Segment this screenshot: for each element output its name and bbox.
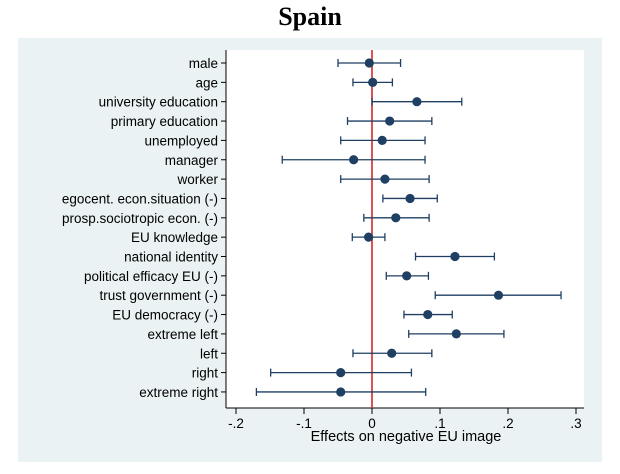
y-category-label: worker — [176, 172, 218, 187]
point-estimate — [402, 271, 412, 281]
x-tick-label: 0 — [368, 416, 376, 431]
point-estimate — [493, 290, 504, 300]
x-tick-label: .3 — [570, 416, 581, 431]
point-estimate — [423, 309, 433, 320]
y-category-label: age — [195, 75, 218, 90]
point-estimate — [391, 213, 401, 223]
y-category-label: unemployed — [144, 133, 218, 148]
y-category-label: extreme right — [139, 385, 218, 400]
y-category-label: trust government (-) — [99, 288, 218, 303]
point-estimate — [387, 348, 397, 358]
point-estimate — [451, 329, 461, 339]
point-estimate — [364, 58, 374, 68]
y-category-label: national identity — [124, 250, 218, 265]
point-estimate — [364, 232, 374, 242]
y-category-label: manager — [165, 153, 219, 168]
y-category-label: primary education — [111, 114, 218, 129]
y-category-label: extreme left — [147, 327, 218, 342]
point-estimate — [336, 387, 346, 397]
y-category-label: prosp.sociotropic econ. (-) — [62, 211, 218, 226]
y-category-label: political efficacy EU (-) — [84, 269, 218, 284]
plot-area — [226, 50, 584, 408]
x-tick-label: -.1 — [296, 416, 312, 431]
point-estimate — [349, 155, 359, 165]
x-axis-title: Effects on negative EU image — [311, 429, 502, 445]
y-category-label: university education — [99, 95, 218, 110]
x-tick-label: .2 — [502, 416, 513, 431]
y-category-label: left — [200, 346, 218, 361]
chart-title: Spain — [278, 2, 342, 31]
point-estimate — [450, 251, 460, 262]
y-category-label: EU democracy (-) — [112, 308, 218, 323]
y-category-label: EU knowledge — [131, 230, 218, 245]
point-estimate — [380, 174, 390, 184]
y-category-label: right — [192, 366, 219, 381]
y-category-label: egocent. econ.situation (-) — [62, 191, 218, 206]
point-estimate — [405, 193, 415, 204]
point-estimate — [336, 368, 346, 378]
y-category-label: male — [189, 56, 218, 71]
x-tick-label: -.2 — [228, 416, 244, 431]
x-tick-label: .1 — [434, 416, 445, 431]
point-estimate — [377, 135, 387, 145]
point-estimate — [368, 77, 378, 87]
point-estimate — [385, 116, 395, 126]
point-estimate — [412, 97, 422, 107]
